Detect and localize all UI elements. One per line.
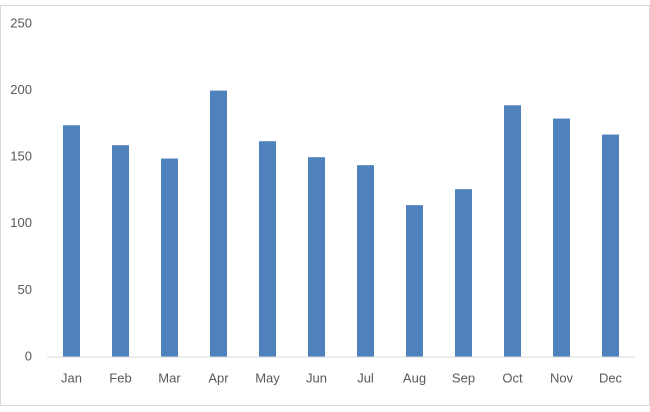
bar: [455, 189, 472, 357]
y-tick-label: 0: [25, 348, 32, 363]
bar: [357, 165, 374, 357]
y-tick-label: 150: [10, 149, 32, 164]
y-tick-label: 250: [10, 15, 32, 30]
y-tick-label: 50: [18, 282, 32, 297]
x-tick-label: Aug: [403, 370, 426, 385]
x-tick-label: Apr: [208, 370, 229, 385]
x-tick-label: Dec: [599, 370, 623, 385]
bar: [210, 90, 227, 357]
bar: [504, 105, 521, 357]
bar: [308, 157, 325, 357]
bar: [63, 125, 80, 358]
x-tick-label: Oct: [502, 370, 523, 385]
bar: [602, 134, 619, 357]
bar: [553, 118, 570, 358]
y-tick-label: 200: [10, 82, 32, 97]
bar: [406, 205, 423, 357]
x-tick-label: Jan: [61, 370, 82, 385]
bar: [161, 158, 178, 357]
x-tick-label: Sep: [452, 370, 475, 385]
x-tick-label: Nov: [550, 370, 574, 385]
x-tick-label: Jun: [306, 370, 327, 385]
x-tick-label: Jul: [357, 370, 374, 385]
x-tick-label: Mar: [158, 370, 181, 385]
bar: [112, 145, 129, 357]
x-tick-label: Feb: [109, 370, 131, 385]
y-tick-label: 100: [10, 215, 32, 230]
x-tick-label: May: [255, 370, 280, 385]
bar: [259, 141, 276, 357]
